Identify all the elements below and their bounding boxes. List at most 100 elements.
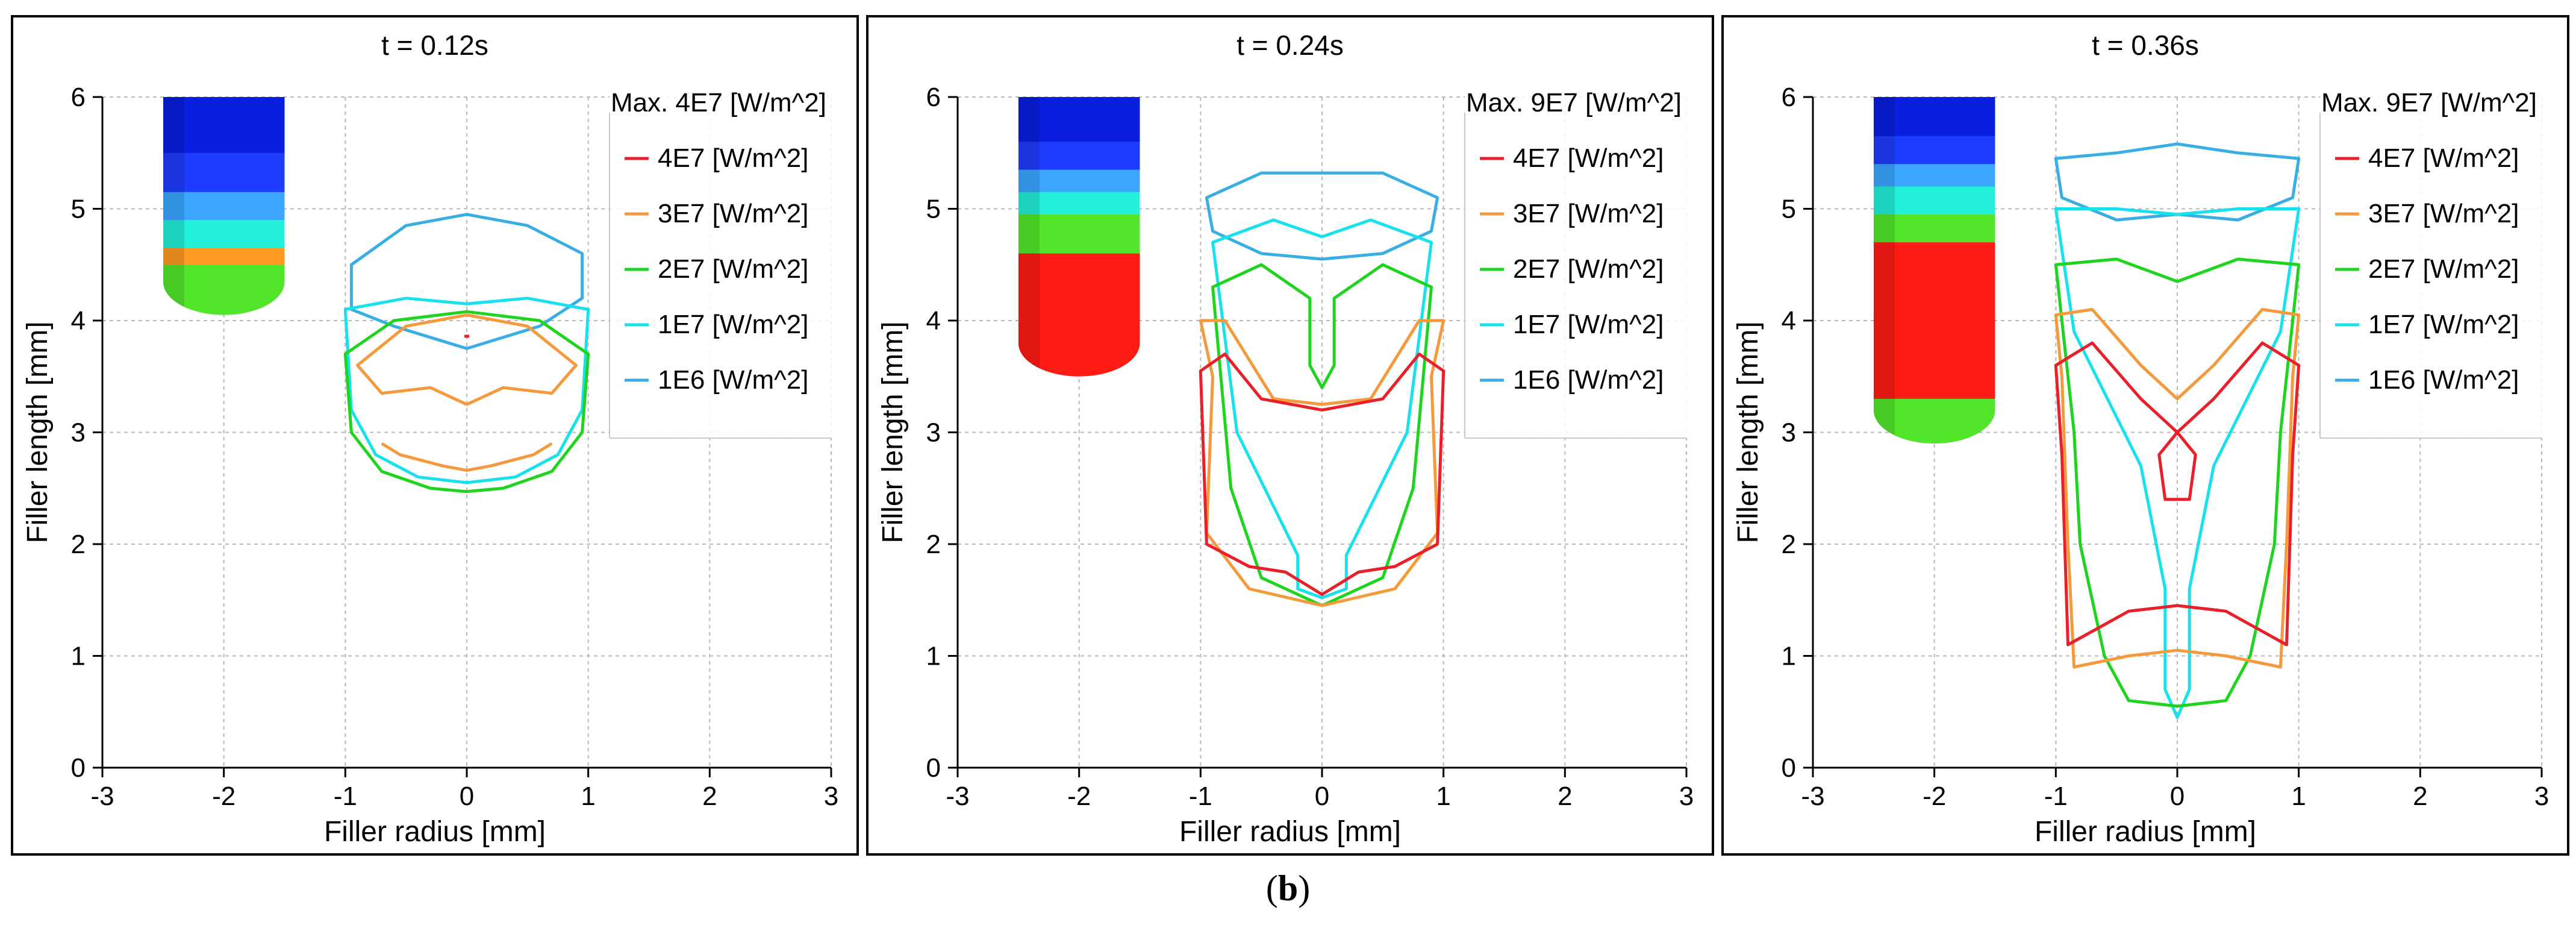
x-tick-label: 3 (824, 782, 838, 811)
caption-letter: b (1277, 868, 1299, 908)
y-tick-label: 4 (71, 306, 86, 336)
chart-panel-2: t = 0.24s -3 -2 -1 0 1 2 3 0 1 2 3 4 5 6 Filler radius … (866, 15, 1714, 856)
x-tick-label: 2 (1558, 782, 1572, 811)
filler-band (163, 97, 285, 154)
filler-band (1018, 142, 1140, 171)
y-axis-label: Filler length [mm] (1732, 321, 1764, 543)
figure-caption: (b) (0, 868, 2576, 909)
y-tick-label: 5 (71, 195, 86, 224)
x-tick-label: -1 (334, 782, 357, 811)
legend-label-c1E7: 1E7 [W/m^2] (1513, 310, 1664, 339)
contour-c3E7 (381, 442, 553, 472)
filler-band (1018, 169, 1140, 193)
y-tick-label: 3 (1782, 418, 1796, 448)
y-tick-label: 4 (1782, 306, 1796, 336)
y-tick-label: 1 (926, 642, 941, 671)
filler-band (163, 248, 285, 266)
filler-droplet (163, 97, 285, 315)
y-tick-label: 6 (1782, 83, 1796, 112)
x-tick-label: -3 (90, 782, 114, 811)
caption-open: ( (1265, 868, 1278, 908)
contour-c4E7 (2054, 341, 2301, 647)
legend-label-c1E6: 1E6 [W/m^2] (1513, 365, 1664, 395)
x-tick-label: 2 (2413, 782, 2427, 811)
filler-shade (163, 97, 185, 315)
filler-band (1018, 97, 1140, 143)
filler-band (163, 152, 285, 193)
x-tick-label: 2 (702, 782, 717, 811)
x-tick-label: -2 (1923, 782, 1946, 811)
legend-label-c4E7: 4E7 [W/m^2] (658, 143, 809, 173)
contour-c2E7 (343, 310, 590, 494)
legend-box (2320, 71, 2548, 438)
legend-label-c4E7: 4E7 [W/m^2] (2368, 143, 2519, 173)
filler-shade (1873, 97, 1895, 444)
filler-band (1873, 186, 1995, 216)
x-tick-label: -3 (1801, 782, 1824, 811)
x-tick-label: 1 (1436, 782, 1450, 811)
x-tick-label: 1 (2291, 782, 2306, 811)
contour-c1E6 (1205, 171, 1439, 261)
chart-svg-3: t = 0.36s -3 -2 -1 0 1 2 3 0 1 2 3 4 5 6 Filler radius … (1732, 30, 2549, 848)
contour-c4E7 (2157, 431, 2197, 501)
legend-label-c1E6: 1E6 [W/m^2] (658, 365, 809, 395)
y-tick-label: 5 (1782, 195, 1796, 224)
y-tick-label: 6 (71, 83, 86, 112)
x-axis-label: Filler radius [mm] (324, 816, 546, 848)
chart-title: t = 0.36s (2092, 30, 2199, 61)
legend-label-c1E7: 1E7 [W/m^2] (658, 310, 809, 339)
caption-close: ) (1298, 868, 1311, 908)
x-tick-label: 0 (2170, 782, 2185, 811)
legend-label-c2E7: 2E7 [W/m^2] (1513, 254, 1664, 284)
legend-box (610, 71, 837, 438)
filler-band (1018, 192, 1140, 216)
filler-droplet (1018, 97, 1140, 377)
x-tick-label: -1 (1189, 782, 1212, 811)
x-axis-label: Filler radius [mm] (2035, 816, 2256, 848)
chart-title: t = 0.24s (1237, 30, 1344, 61)
contour-c4E7 (1199, 353, 1445, 596)
legend-label-c2E7: 2E7 [W/m^2] (2368, 254, 2519, 284)
legend-label-c1E6: 1E6 [W/m^2] (2368, 365, 2519, 395)
contour-c1E6 (2054, 142, 2301, 222)
contour-c2E7 (2054, 257, 2301, 708)
contour-c1E7 (343, 296, 590, 484)
legend-title: Max. 9E7 [W/m^2] (2321, 88, 2537, 118)
contour-c3E7 (2054, 308, 2301, 669)
y-tick-label: 2 (71, 530, 86, 559)
x-tick-label: -2 (1067, 782, 1091, 811)
y-tick-label: 6 (926, 83, 941, 112)
y-axis-label: Filler length [mm] (877, 321, 909, 543)
legend-label-c2E7: 2E7 [W/m^2] (658, 254, 809, 284)
contour-c1E7 (2054, 207, 2301, 719)
legend-label-c3E7: 3E7 [W/m^2] (1513, 199, 1664, 228)
legend-box (1465, 71, 1692, 438)
x-tick-label: 0 (460, 782, 474, 811)
legend-label-c3E7: 3E7 [W/m^2] (2368, 199, 2519, 228)
filler-band (1873, 242, 1995, 400)
y-tick-label: 0 (926, 753, 941, 783)
chart-panel-1: t = 0.12s -3 -2 -1 0 1 2 3 0 1 2 3 4 5 6 Filler radius … (11, 15, 859, 856)
y-tick-label: 1 (71, 642, 86, 671)
filler-band (1873, 97, 1995, 137)
filler-band (163, 192, 285, 222)
x-tick-label: 1 (581, 782, 595, 811)
y-tick-label: 3 (926, 418, 941, 448)
legend-label-c1E7: 1E7 [W/m^2] (2368, 310, 2519, 339)
y-tick-label: 0 (1782, 753, 1796, 783)
filler-band (1873, 136, 1995, 166)
y-tick-label: 2 (1782, 530, 1796, 559)
y-tick-label: 5 (926, 195, 941, 224)
x-tick-label: -3 (946, 782, 969, 811)
x-tick-label: 3 (1679, 782, 1694, 811)
y-tick-label: 1 (1782, 642, 1796, 671)
filler-shade (1018, 97, 1040, 377)
chart-svg-1: t = 0.12s -3 -2 -1 0 1 2 3 0 1 2 3 4 5 6 Filler radius … (22, 30, 838, 848)
y-tick-label: 2 (926, 530, 941, 559)
x-axis-label: Filler radius [mm] (1179, 816, 1401, 848)
y-tick-label: 3 (71, 418, 86, 448)
chart-svg-2: t = 0.24s -3 -2 -1 0 1 2 3 0 1 2 3 4 5 6 Filler radius … (877, 30, 1694, 848)
chart-title: t = 0.12s (381, 30, 488, 61)
x-tick-label: -2 (212, 782, 235, 811)
x-tick-label: -1 (2044, 782, 2068, 811)
